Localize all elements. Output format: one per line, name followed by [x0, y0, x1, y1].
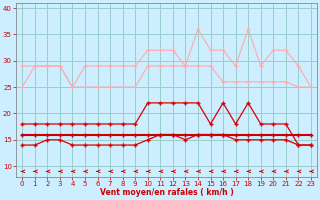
X-axis label: Vent moyen/en rafales ( km/h ): Vent moyen/en rafales ( km/h ): [100, 188, 234, 197]
